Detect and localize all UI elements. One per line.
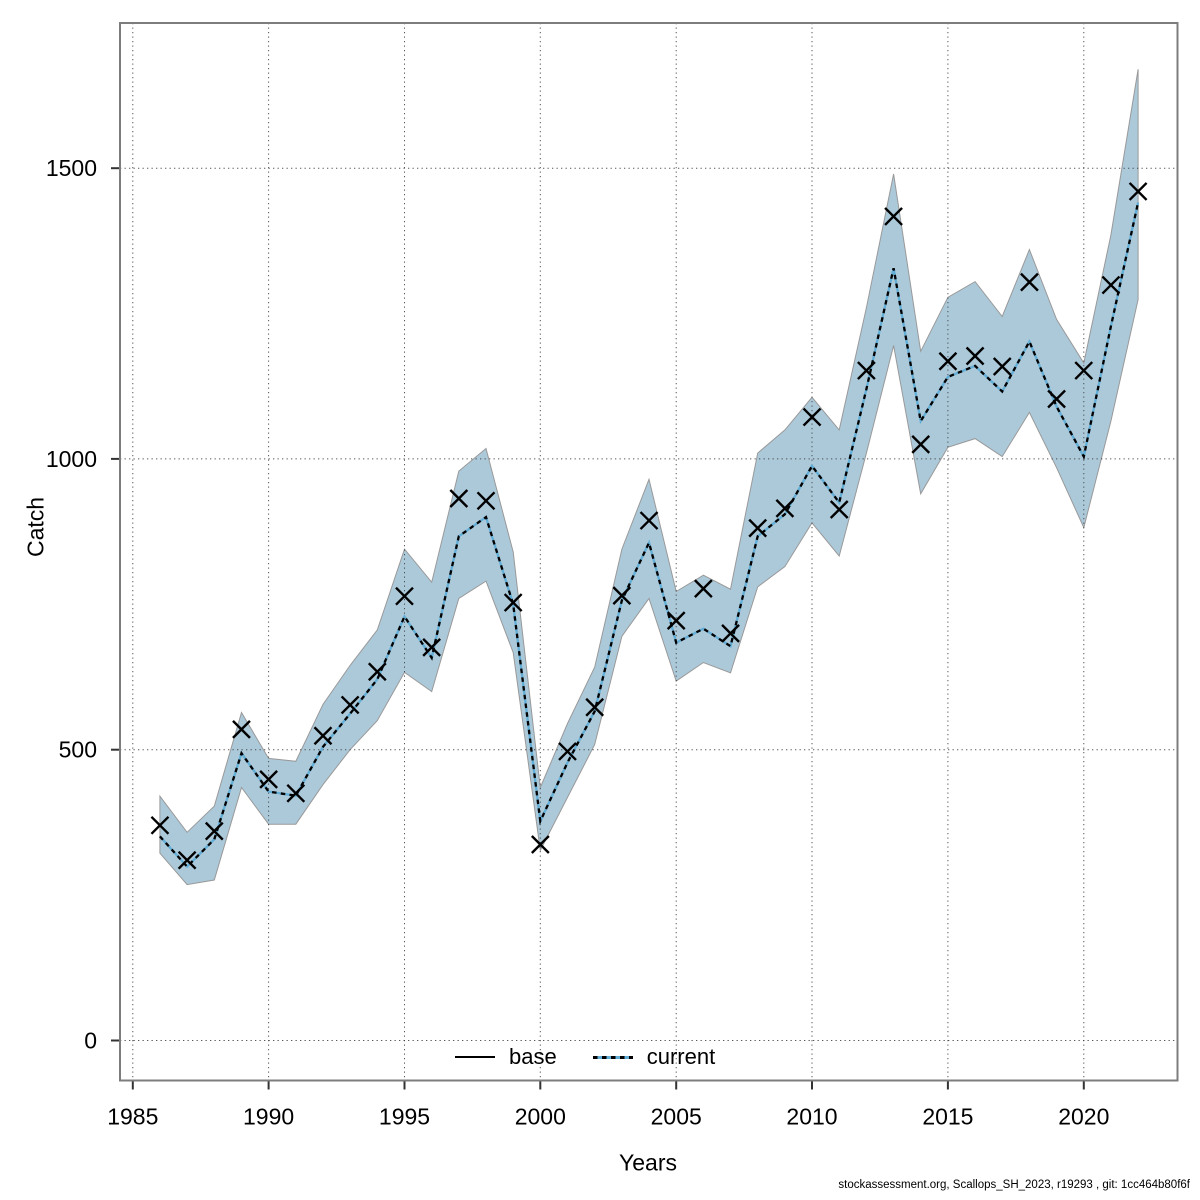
x-marker bbox=[1020, 272, 1039, 292]
x-marker bbox=[1074, 361, 1094, 380]
x-marker bbox=[395, 586, 414, 606]
x-marker bbox=[367, 662, 387, 682]
x-marker bbox=[911, 435, 931, 454]
current-line bbox=[159, 202, 1140, 869]
x-tick-label: 2020 bbox=[1058, 1104, 1109, 1130]
x-marker bbox=[829, 500, 849, 519]
footer-attribution: stockassessment.org, Scallops_SH_2023, r… bbox=[838, 1179, 1190, 1191]
legend: base current bbox=[455, 1043, 715, 1071]
y-axis-title: Catch bbox=[22, 496, 49, 558]
x-tick-label: 1985 bbox=[107, 1104, 158, 1130]
x-marker bbox=[748, 518, 768, 538]
base-markers bbox=[150, 182, 1148, 870]
x-marker bbox=[1047, 389, 1066, 409]
x-marker bbox=[177, 850, 197, 870]
x-marker bbox=[694, 579, 713, 598]
x-marker bbox=[259, 770, 278, 789]
x-marker bbox=[1101, 275, 1121, 295]
x-marker bbox=[150, 815, 170, 835]
x-marker bbox=[313, 726, 333, 746]
x-marker bbox=[992, 357, 1012, 376]
legend-current-line-sample bbox=[592, 1055, 633, 1059]
y-tick-label: 1500 bbox=[46, 155, 97, 181]
x-marker bbox=[884, 207, 903, 226]
x-marker bbox=[612, 586, 632, 605]
x-tick-label: 1990 bbox=[243, 1104, 294, 1130]
x-marker bbox=[857, 361, 876, 380]
x-marker bbox=[232, 720, 251, 739]
y-tick-label: 1000 bbox=[46, 446, 97, 472]
x-marker bbox=[938, 351, 958, 371]
legend-current-label: current bbox=[646, 1044, 716, 1069]
x-marker bbox=[775, 499, 795, 518]
gridlines bbox=[120, 23, 1178, 1081]
y-tick-label: 0 bbox=[84, 1028, 97, 1054]
x-marker bbox=[340, 695, 360, 715]
x-marker bbox=[204, 821, 224, 841]
x-marker bbox=[503, 593, 523, 612]
x-marker bbox=[558, 742, 577, 761]
x-marker bbox=[1128, 182, 1148, 201]
x-marker bbox=[666, 611, 686, 630]
x-tick-label: 2010 bbox=[786, 1104, 837, 1130]
legend-base-line-sample bbox=[455, 1055, 495, 1059]
x-axis-title: Years bbox=[619, 1149, 677, 1176]
x-tick-label: 2015 bbox=[922, 1104, 973, 1130]
x-marker bbox=[585, 697, 605, 717]
x-marker bbox=[802, 407, 822, 427]
y-tick-label: 500 bbox=[59, 737, 97, 763]
x-marker bbox=[965, 346, 985, 366]
x-marker bbox=[530, 835, 550, 854]
x-marker bbox=[286, 783, 306, 803]
x-marker bbox=[639, 511, 659, 530]
x-marker bbox=[449, 489, 469, 508]
x-tick-label: 2000 bbox=[515, 1104, 566, 1130]
x-marker bbox=[476, 491, 496, 511]
x-tick-label: 1995 bbox=[379, 1104, 430, 1130]
axes-ticks-labels: 1985 1990 1995 2000 2005 2010 2015 2020 0 500 1000… bbox=[46, 155, 1110, 1129]
confidence-band bbox=[159, 69, 1139, 886]
legend-base-label: base bbox=[509, 1044, 557, 1069]
x-tick-label: 2005 bbox=[651, 1104, 702, 1130]
x-marker bbox=[422, 638, 442, 657]
x-marker bbox=[721, 624, 740, 643]
plot-frame bbox=[119, 22, 1179, 1082]
